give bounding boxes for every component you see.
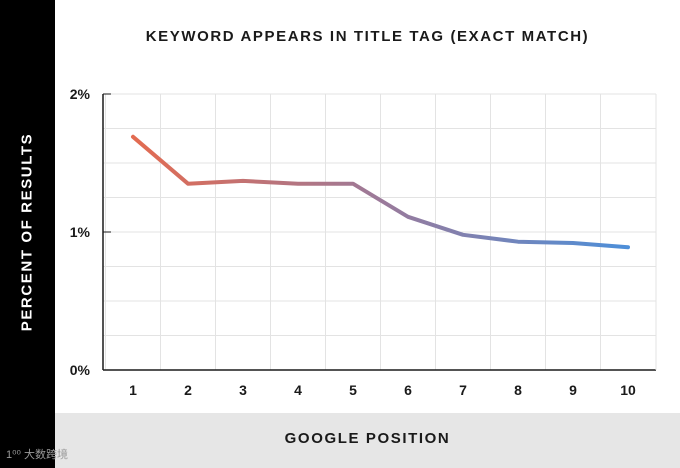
x-tick-label: 9: [569, 382, 577, 398]
watermark: 1⁰⁰ 大数跨境: [6, 449, 68, 461]
y-tick-label: 2%: [70, 86, 91, 102]
x-axis-label-band: [55, 413, 680, 468]
x-tick-label: 2: [184, 382, 192, 398]
x-tick-label: 5: [349, 382, 357, 398]
x-tick-labels: 1 2 3 4 5 6 7 8 9 10: [129, 382, 636, 398]
y-axis-label-band: [0, 0, 55, 468]
x-tick-label: 4: [294, 382, 302, 398]
y-tick-label: 0%: [70, 362, 91, 378]
x-axis-label: GOOGLE POSITION: [284, 430, 451, 447]
x-tick-label: 8: [514, 382, 522, 398]
chart-title: KEYWORD APPEARS IN TITLE TAG (EXACT MATC…: [145, 28, 590, 45]
x-tick-label: 10: [620, 382, 636, 398]
x-tick-label: 6: [404, 382, 412, 398]
x-tick-label: 3: [239, 382, 247, 398]
x-tick-label: 1: [129, 382, 137, 398]
y-tick-labels: 0% 1% 2%: [70, 86, 111, 378]
y-tick-label: 1%: [70, 224, 91, 240]
x-tick-label: 7: [459, 382, 467, 398]
series-line: [131, 134, 630, 250]
grid: [103, 94, 656, 370]
